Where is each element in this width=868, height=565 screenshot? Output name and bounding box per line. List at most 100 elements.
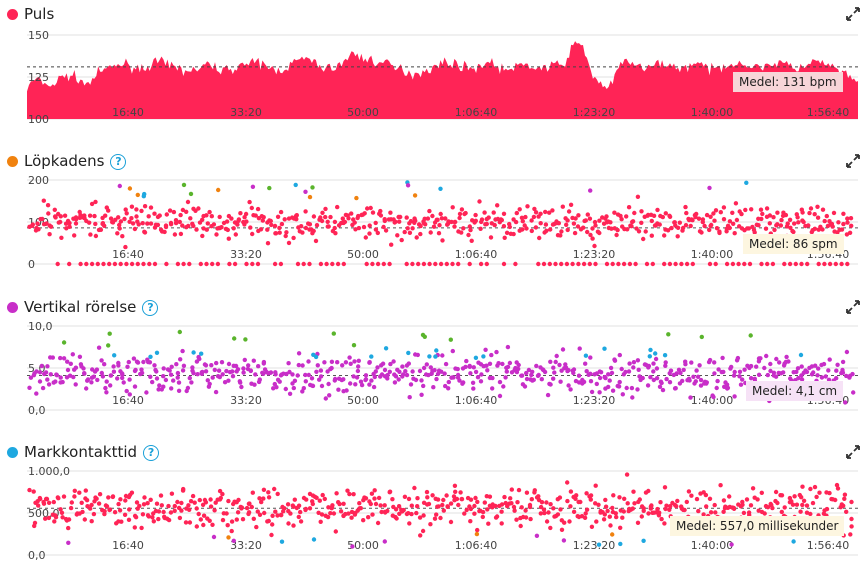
data-point	[488, 235, 494, 240]
data-point	[482, 500, 487, 505]
data-point	[162, 229, 167, 235]
data-point	[397, 511, 402, 516]
data-point	[180, 348, 185, 354]
data-point	[211, 222, 217, 227]
data-point	[764, 206, 770, 211]
scatter-points	[27, 180, 854, 267]
data-point	[847, 230, 853, 235]
data-point	[732, 231, 737, 236]
data-point	[428, 522, 433, 527]
data-point	[300, 363, 305, 368]
data-point	[649, 218, 654, 224]
data-point	[594, 381, 599, 387]
data-point	[120, 372, 125, 377]
expand-icon[interactable]	[846, 445, 860, 459]
outlier-point	[369, 354, 374, 359]
x-tick-label: 33:20	[230, 539, 262, 552]
data-point	[763, 226, 769, 231]
data-point	[491, 210, 496, 215]
data-point	[124, 211, 129, 216]
outlier-point	[135, 192, 140, 198]
data-point	[353, 227, 358, 232]
data-point	[296, 362, 301, 368]
data-point	[120, 375, 125, 381]
outlier-point	[596, 542, 602, 547]
help-icon[interactable]: ?	[110, 154, 127, 170]
data-point	[572, 230, 578, 236]
data-point	[590, 226, 595, 231]
data-point	[314, 369, 319, 374]
data-point	[768, 501, 773, 507]
data-point	[626, 369, 632, 374]
data-point	[236, 218, 241, 223]
data-point	[397, 369, 402, 374]
data-point	[415, 352, 420, 358]
help-icon[interactable]: ?	[142, 300, 159, 316]
zero-point	[759, 261, 764, 267]
data-point	[699, 230, 704, 235]
data-point	[512, 508, 517, 513]
data-point	[711, 211, 716, 216]
data-point	[687, 378, 692, 383]
puls-panel: Puls 150 125 100 16:40 33:20 50:00 1:06:40 1:23…	[0, 5, 868, 125]
data-point	[196, 206, 201, 211]
data-point	[718, 483, 723, 488]
zero-point	[610, 261, 615, 267]
data-point	[783, 212, 789, 218]
x-tick-label: 1:06:40	[455, 248, 497, 261]
puls-average-tooltip: Medel: 131 bpm	[733, 72, 843, 92]
outlier-point	[107, 331, 112, 336]
zero-point	[381, 261, 386, 267]
data-point	[451, 375, 456, 380]
zero-point	[765, 261, 770, 267]
data-point	[415, 504, 420, 509]
data-point	[156, 387, 161, 392]
zero-point	[78, 261, 83, 267]
data-point	[524, 490, 530, 495]
zero-point	[845, 261, 850, 267]
data-point	[169, 491, 175, 496]
data-point	[765, 372, 770, 378]
zero-point	[107, 261, 112, 267]
data-point	[606, 372, 611, 377]
data-point	[565, 480, 570, 485]
outlier-point	[473, 355, 479, 360]
data-point	[526, 367, 532, 373]
vertical-chart[interactable]: 10,05,00,016:40 33:20 50:00 1:06:40 1:23:20 1…	[0, 318, 868, 418]
data-point	[66, 525, 71, 531]
data-point	[142, 495, 147, 500]
data-point	[180, 223, 185, 228]
data-point	[424, 362, 429, 367]
data-point	[664, 503, 669, 508]
zero-point	[839, 261, 844, 267]
expand-icon[interactable]	[846, 154, 860, 168]
cadence-chart[interactable]: 200100016:4033:2050:001:06:401:23:201:40…	[0, 172, 868, 272]
data-point	[588, 232, 593, 238]
data-point	[390, 497, 395, 502]
zero-point	[335, 261, 341, 267]
data-point	[414, 235, 419, 240]
data-point	[529, 372, 534, 378]
y-tick-label: 0	[28, 258, 35, 271]
data-point	[507, 224, 512, 230]
outlier-point	[66, 540, 71, 545]
data-point	[239, 505, 245, 510]
data-point	[515, 500, 520, 505]
data-point	[495, 203, 500, 208]
zero-point	[467, 261, 472, 267]
data-point	[412, 485, 417, 491]
data-point	[435, 497, 441, 502]
data-point	[351, 492, 356, 497]
expand-icon[interactable]	[846, 7, 860, 21]
data-point	[106, 495, 111, 500]
data-point	[578, 499, 583, 505]
expand-icon[interactable]	[846, 300, 860, 314]
zero-point	[604, 261, 610, 267]
data-point	[189, 380, 194, 385]
help-icon[interactable]: ?	[143, 445, 160, 461]
data-point	[551, 506, 556, 511]
data-point	[127, 377, 132, 382]
data-point	[387, 369, 392, 374]
